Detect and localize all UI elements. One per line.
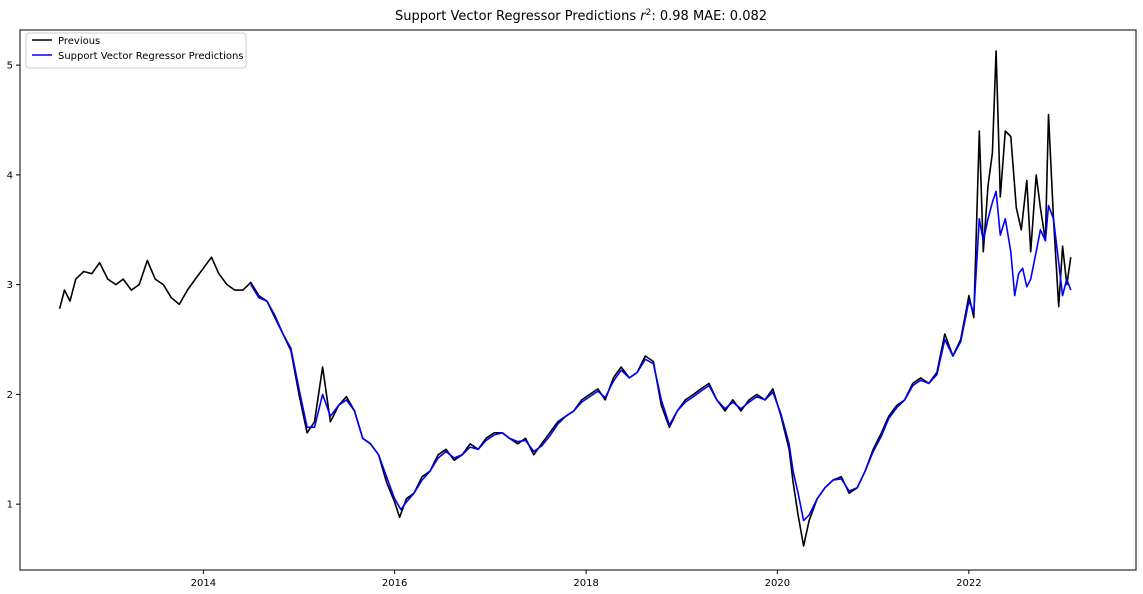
legend-label-previous: Previous <box>58 36 100 47</box>
x-tick-label-2022: 2022 <box>956 578 981 589</box>
axes: 2014 2016 2018 2020 2022 1 2 3 4 5 <box>7 29 1137 589</box>
chart-title-prefix: Support Vector Regressor Predictions <box>395 9 640 24</box>
plot-frame <box>19 29 1137 571</box>
y-tick-label-5: 5 <box>7 61 13 72</box>
y-tick-label-1: 1 <box>7 500 13 511</box>
x-tick-label-2018: 2018 <box>573 578 598 589</box>
chart-title-suffix: : 0.98 MAE: 0.082 <box>651 9 767 24</box>
legend: Previous Support Vector Regressor Predict… <box>25 32 247 69</box>
y-tick-label-3: 3 <box>7 280 13 291</box>
x-tick-label-2014: 2014 <box>191 578 216 589</box>
plot-area <box>58 50 1072 547</box>
legend-label-svr-predictions: Support Vector Regressor Predictions <box>58 51 244 62</box>
chart-title-r2-symbol: r <box>640 9 647 24</box>
legend-box <box>25 32 247 69</box>
series-line-svr-predictions <box>250 190 1072 522</box>
x-tick-label-2016: 2016 <box>382 578 407 589</box>
chart-title-r2-exponent: 2 <box>646 8 652 18</box>
chart-title: Support Vector Regressor Predictions r2:… <box>395 8 767 24</box>
y-tick-label-4: 4 <box>7 170 13 181</box>
x-tick-label-2020: 2020 <box>765 578 790 589</box>
y-tick-label-2: 2 <box>7 390 13 401</box>
